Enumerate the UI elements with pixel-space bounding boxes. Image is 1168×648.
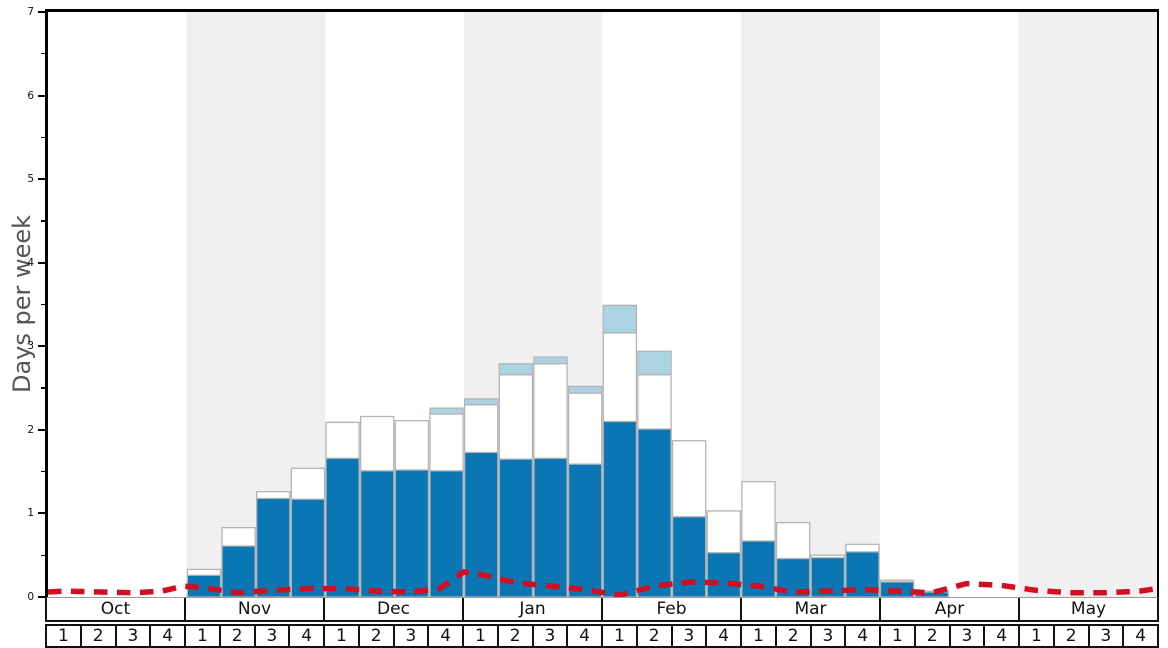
month-cell: Mar [742,598,881,620]
week-cell: 1 [742,625,777,646]
y-tick-major [38,261,45,264]
bar-lightblue [533,356,568,365]
y-tick-major [38,11,45,13]
bar-blue [290,498,326,597]
y-tick-minor [41,303,45,306]
month-cell: Jan [464,598,603,620]
week-cell: 2 [221,625,256,646]
bar-blue [533,457,568,597]
month-band [1018,12,1157,597]
y-tick-minor [41,136,45,138]
y-tick-label: 0 [27,591,34,603]
bar-blue [602,420,638,597]
week-cell: 2 [638,625,673,646]
bar-blue [671,516,707,597]
week-cell: 4 [290,625,325,646]
week-cell: 3 [256,625,291,646]
y-tick-minor [41,220,45,222]
bar-lightblue [567,385,603,394]
y-tick-minor [41,387,45,389]
y-tick-minor [41,471,45,473]
week-cell: 1 [464,625,499,646]
bar-blue [637,428,672,597]
week-cell: 4 [707,625,742,646]
plot-svg [48,12,1157,597]
week-cell: 3 [534,625,569,646]
y-tick-major [38,512,45,515]
week-cell: 2 [916,625,951,646]
week-cell: 3 [951,625,986,646]
week-cell: 3 [117,625,152,646]
week-cell: 1 [325,625,360,646]
bar-blue [394,469,430,597]
bar-blue [498,458,534,597]
month-cell: Oct [47,598,186,620]
month-row: Oct Nov Dec Jan Feb Mar Apr May [45,598,1159,622]
bar-lightblue [637,350,672,376]
y-tick-minor [41,554,45,556]
week-cell: 4 [151,625,186,646]
week-cell: 4 [846,625,881,646]
y-tick-label: 3 [27,340,34,353]
week-cell: 4 [1135,625,1147,646]
bar-blue [360,470,395,597]
week-cell: 2 [1055,625,1090,646]
week-cell: 3 [1090,625,1125,646]
bar-blue [567,463,603,597]
week-cell: 4 [429,625,464,646]
y-tick-major [38,596,45,598]
bar-lightblue [602,304,638,334]
y-tick-label: 6 [27,89,34,102]
y-tick-label: 2 [27,423,34,436]
bar-blue [256,497,291,597]
week-cell: 1 [603,625,638,646]
y-tick-major [38,428,45,431]
week-cell: 4 [985,625,1020,646]
month-cell: Dec [325,598,464,620]
y-tick-label: 1 [27,507,34,520]
month-cell: Apr [881,598,1020,620]
bar-blue [221,545,256,597]
week-cell: 2 [777,625,812,646]
month-cell: Feb [603,598,742,620]
y-tick-major [38,94,45,97]
bar-lightblue [463,398,499,406]
week-cell: 1 [1020,625,1055,646]
y-tick-label: 7 [27,6,34,18]
bar-blue [706,552,742,597]
plot-area [45,9,1159,598]
week-cell: 3 [812,625,847,646]
week-cell: 2 [360,625,395,646]
bar-lightblue [498,363,534,376]
y-tick-minor [41,53,45,55]
y-tick-major [38,345,45,348]
week-cell: 3 [395,625,430,646]
bar-lightblue [429,407,464,415]
month-cell: Nov [186,598,325,620]
week-cell: 1 [47,625,82,646]
bar-blue [325,457,360,597]
month-cell: May [1070,598,1107,619]
y-tick-major [38,178,45,181]
week-cell: 3 [673,625,708,646]
week-cell: 4 [568,625,603,646]
y-axis: 0 1 2 3 4 5 6 7 [0,6,45,603]
week-cell: 2 [499,625,534,646]
week-cell: 2 [82,625,117,646]
y-tick-label: 4 [27,256,34,269]
y-tick-label: 5 [27,173,34,186]
week-cell: 1 [186,625,221,646]
week-cell: 1 [881,625,916,646]
